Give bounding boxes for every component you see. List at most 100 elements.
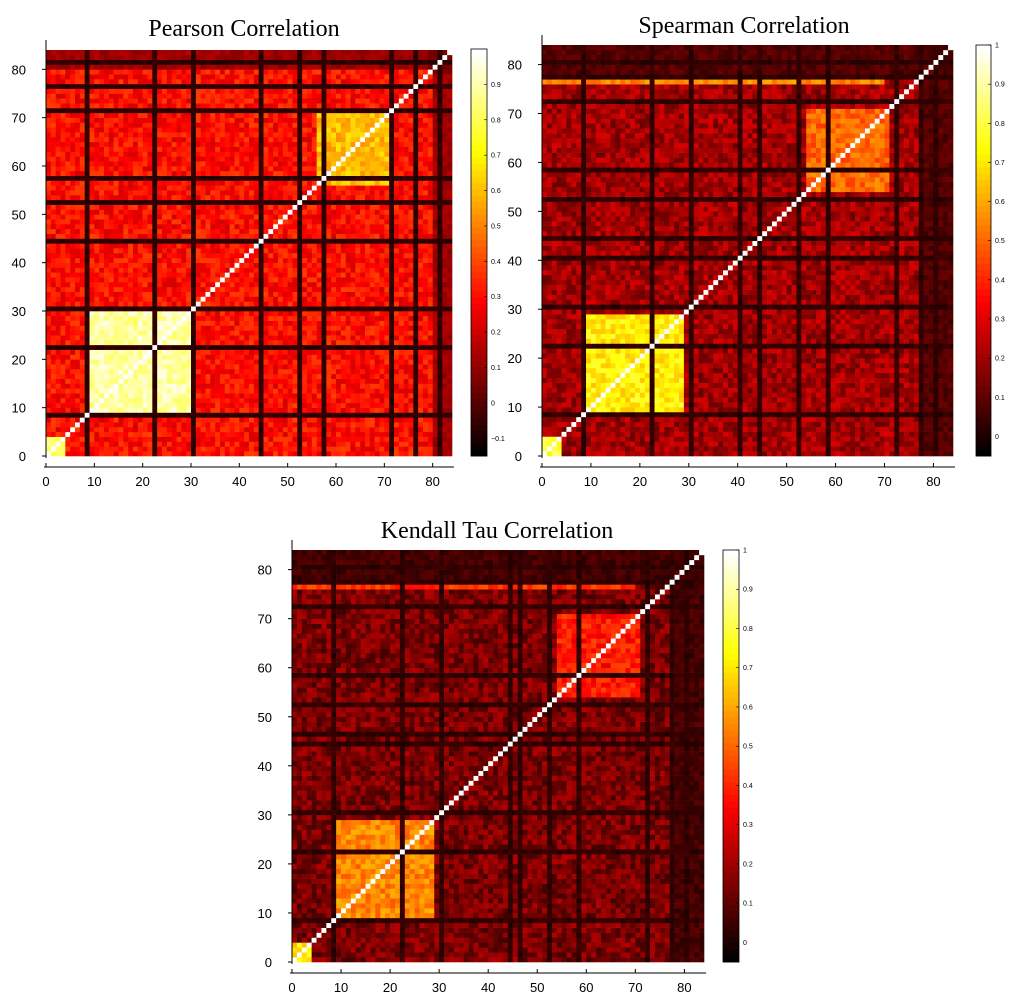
heatmap-cell (418, 330, 424, 336)
heatmap-cell (75, 180, 81, 186)
heatmap-cell (99, 388, 105, 394)
heatmap-cell (152, 441, 158, 447)
heatmap-cell (287, 243, 293, 249)
heatmap-cell (128, 243, 134, 249)
heatmap-cell (408, 422, 414, 428)
heatmap-cell (205, 282, 211, 288)
heatmap-cell (384, 398, 390, 404)
heatmap-cell (79, 373, 85, 379)
heatmap-cell (369, 277, 375, 283)
heatmap-cell (60, 243, 66, 249)
heatmap-cell (152, 344, 158, 350)
heatmap-cell (118, 431, 124, 437)
heatmap-cell (84, 402, 90, 408)
heatmap-cell (418, 398, 424, 404)
heatmap-cell (215, 199, 221, 205)
heatmap-cell (331, 282, 337, 288)
heatmap-cell (442, 388, 448, 394)
heatmap-cell (60, 431, 66, 437)
heatmap-cell (273, 204, 279, 210)
heatmap-cell (215, 267, 221, 273)
heatmap-cell (302, 315, 308, 321)
heatmap-cell (181, 320, 187, 326)
heatmap-cell (302, 407, 308, 413)
heatmap-cell (389, 277, 395, 283)
heatmap-cell (123, 330, 129, 336)
heatmap-cell (89, 446, 95, 452)
heatmap-cell (75, 214, 81, 220)
heatmap-cell (379, 330, 385, 336)
heatmap-cell (108, 436, 114, 442)
heatmap-cell (162, 180, 168, 186)
heatmap-cell (307, 209, 313, 215)
heatmap-cell (297, 417, 303, 423)
heatmap-cell (447, 436, 453, 442)
heatmap-cell (273, 311, 279, 317)
heatmap-cell (427, 253, 433, 259)
heatmap-cell (181, 166, 187, 172)
heatmap-cell (152, 349, 158, 355)
heatmap-cell (142, 257, 148, 263)
heatmap-cell (46, 238, 52, 244)
heatmap-cell (432, 180, 438, 186)
heatmap-cell (133, 243, 139, 249)
heatmap-cell (326, 190, 332, 196)
heatmap-cell (268, 175, 274, 181)
heatmap-cell (181, 398, 187, 404)
heatmap-cell (244, 199, 250, 205)
heatmap-cell (297, 364, 303, 370)
heatmap-cell (384, 228, 390, 234)
heatmap-cell (365, 195, 371, 201)
heatmap-cell (50, 248, 56, 254)
heatmap-cell (398, 248, 404, 254)
heatmap-cell (403, 431, 409, 437)
heatmap-cell (205, 170, 211, 176)
heatmap-cell (99, 422, 105, 428)
heatmap-cell (345, 204, 351, 210)
heatmap-cell (46, 422, 52, 428)
heatmap-cell (423, 320, 429, 326)
heatmap-cell (418, 340, 424, 346)
heatmap-cell (133, 427, 139, 433)
heatmap-cell (205, 407, 211, 413)
heatmap-cell (46, 436, 52, 442)
heatmap-cell (413, 224, 419, 230)
heatmap-cell (423, 446, 429, 452)
heatmap-cell (345, 354, 351, 360)
heatmap-cell (210, 306, 216, 312)
heatmap-cell (408, 349, 414, 355)
heatmap-cell (379, 340, 385, 346)
heatmap-cell (75, 253, 81, 259)
heatmap-cell (249, 204, 255, 210)
heatmap-cell (389, 388, 395, 394)
heatmap-cell (442, 291, 448, 297)
heatmap-cell (253, 282, 259, 288)
heatmap-cell (447, 190, 453, 196)
heatmap-cell (89, 340, 95, 346)
heatmap-cell (195, 185, 201, 191)
heatmap-cell (413, 238, 419, 244)
heatmap-cell (229, 344, 235, 350)
heatmap-cell (413, 412, 419, 418)
heatmap-cell (157, 335, 163, 341)
heatmap-cell (224, 311, 230, 317)
heatmap-cell (258, 233, 264, 239)
heatmap-cell (326, 349, 332, 355)
heatmap-cell (427, 446, 433, 452)
heatmap-cell (282, 267, 288, 273)
heatmap-cell (345, 238, 351, 244)
heatmap-cell (244, 431, 250, 437)
heatmap-cell (321, 272, 327, 278)
heatmap-cell (447, 296, 453, 302)
heatmap-cell (152, 277, 158, 283)
heatmap-cell (195, 378, 201, 384)
heatmap-cell (384, 296, 390, 302)
heatmap-cell (65, 296, 71, 302)
heatmap-cell (258, 170, 264, 176)
heatmap-cell (79, 388, 85, 394)
heatmap-cell (89, 378, 95, 384)
heatmap-cell (239, 378, 245, 384)
heatmap-cell (398, 451, 404, 457)
heatmap-cell (263, 286, 269, 292)
heatmap-cell (374, 301, 380, 307)
